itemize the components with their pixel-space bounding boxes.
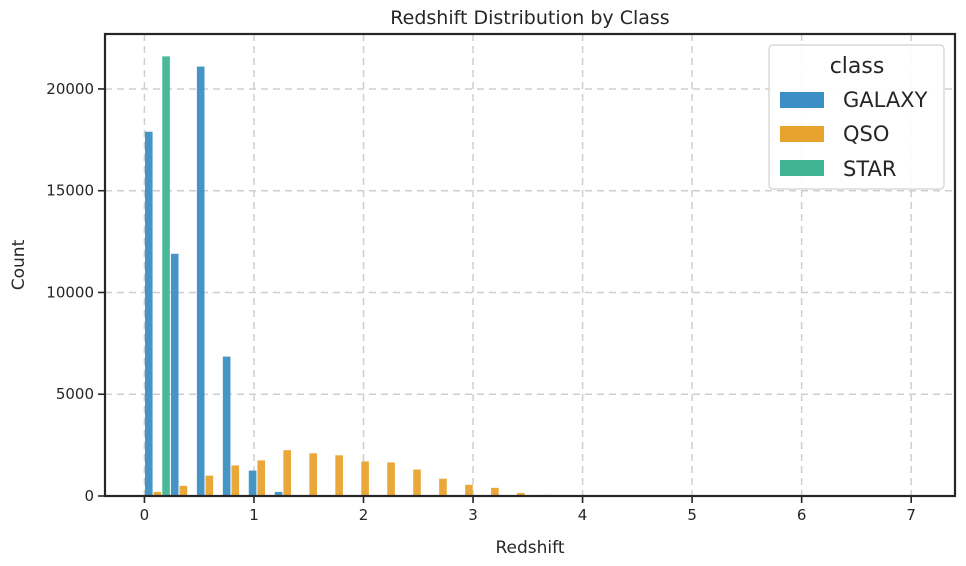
y-tick-label: 10000 — [46, 283, 94, 301]
bar-qso — [491, 487, 499, 496]
bar-galaxy — [248, 470, 257, 496]
legend-swatch-star — [780, 160, 824, 176]
bar-qso — [439, 478, 447, 496]
x-tick-label: 6 — [797, 506, 807, 524]
x-tick-label: 2 — [359, 506, 369, 524]
axis-ticks: 0 1 2 3 4 5 6 7 0 5000 10000 15000 20000 — [46, 80, 916, 524]
x-tick-label: 0 — [140, 506, 150, 524]
bar-qso — [309, 453, 317, 496]
x-tick-label: 5 — [687, 506, 697, 524]
x-tick-label: 7 — [906, 506, 916, 524]
bar-star — [162, 56, 170, 496]
bar-qso — [465, 484, 473, 496]
bar-qso — [205, 475, 214, 496]
y-tick-label: 5000 — [56, 385, 94, 403]
bar-galaxy — [274, 491, 283, 496]
bar-galaxy — [196, 66, 205, 496]
legend: class GALAXY QSO STAR — [768, 44, 945, 190]
y-tick-label: 0 — [84, 487, 94, 505]
legend-swatch-qso — [780, 126, 824, 142]
legend-label-galaxy: GALAXY — [843, 88, 928, 112]
x-tick-label: 1 — [249, 506, 259, 524]
legend-swatch-galaxy — [780, 92, 824, 108]
bar-qso — [335, 455, 343, 496]
bar-galaxy — [144, 131, 153, 496]
x-tick-label: 4 — [578, 506, 588, 524]
y-axis-label: Count — [9, 239, 29, 290]
x-tick-label: 3 — [468, 506, 478, 524]
bar-qso — [517, 492, 525, 496]
legend-box — [768, 44, 945, 190]
legend-title: class — [830, 54, 885, 79]
bar-qso — [257, 460, 266, 496]
bar-qso — [153, 491, 162, 496]
chart-title: Redshift Distribution by Class — [390, 7, 669, 29]
y-tick-label: 15000 — [46, 182, 94, 200]
x-axis-label: Redshift — [495, 538, 564, 558]
plot-frame — [103, 32, 957, 498]
bar-qso — [361, 461, 369, 496]
bar-qso — [179, 485, 188, 496]
legend-label-qso: QSO — [843, 122, 889, 146]
bar-qso — [283, 450, 292, 496]
bar-qso — [231, 465, 240, 496]
legend-label-star: STAR — [843, 157, 896, 181]
bar-qso — [413, 469, 421, 496]
bar-qso — [387, 462, 395, 496]
y-tick-label: 20000 — [46, 80, 94, 98]
bar-galaxy — [170, 253, 179, 496]
bar-galaxy — [222, 356, 231, 496]
